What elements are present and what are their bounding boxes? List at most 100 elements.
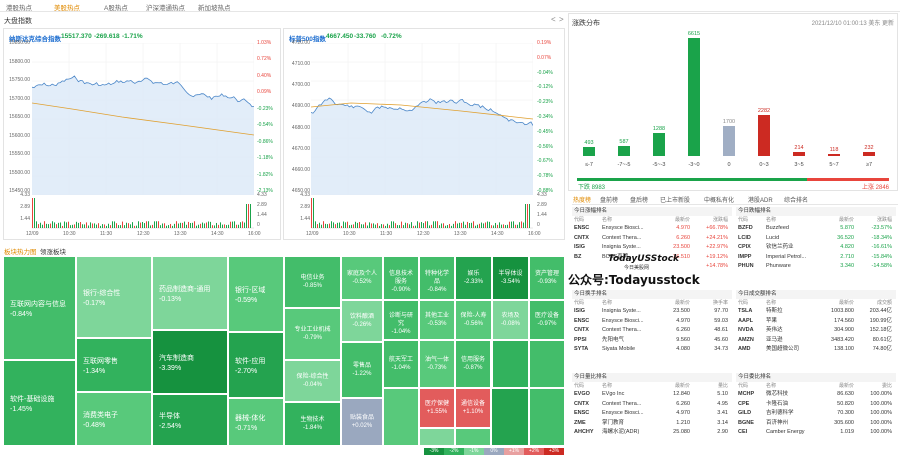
tab-hot[interactable]: 热度榜 — [573, 198, 592, 204]
sector-tile[interactable]: 半导体设 -3.54% — [492, 256, 529, 300]
table-cell: ISIG — [574, 308, 586, 314]
distribution-value: 6615 — [687, 31, 701, 37]
table-row[interactable]: ENSC Ensysce Biosci... 4.970 3.41 — [572, 409, 732, 419]
y-left-tick: 15500.00 — [9, 169, 30, 176]
sector-tile[interactable]: 家庭及个人 -0.52% — [341, 256, 383, 300]
table-row[interactable]: LCID Lucid 36.520 -18.34% — [736, 234, 896, 244]
table-row[interactable]: CNTX Context Thera... 6.260 48.61 — [572, 326, 732, 336]
sector-tile[interactable]: 特种化学品 -0.84% — [419, 256, 455, 300]
tab-afterhours[interactable]: 盘后榜 — [630, 198, 649, 204]
sector-tile[interactable]: 零售品 -1.22% — [341, 342, 383, 398]
sector-tile[interactable]: 娱乐 -2.33% — [455, 256, 492, 300]
table-row[interactable]: TSLA 特斯拉 1003.800 203.44亿 — [736, 307, 896, 317]
tab-hk-hot[interactable]: 港股热点 — [6, 5, 32, 12]
nav-next-icon[interactable]: > — [559, 15, 564, 24]
distribution-bar — [723, 125, 735, 156]
tab-privatization[interactable]: 中概私有化 — [704, 198, 735, 204]
table-cell: 59.03 — [714, 317, 728, 324]
tab-premarket[interactable]: 盘前榜 — [600, 198, 619, 204]
tab-ipo[interactable]: 已上市新股 — [660, 198, 691, 204]
sector-tile[interactable]: 互联网内容与信息 -0.84% — [3, 256, 76, 360]
sector-tile[interactable] — [529, 340, 565, 388]
sector-tile[interactable]: 汽车制造商 -3.39% — [152, 330, 228, 394]
sector-tile[interactable] — [419, 428, 455, 446]
y-left-tick: 15700.00 — [9, 95, 30, 102]
table-row[interactable]: CPE 卡隆石油 50.820 100.00% — [736, 400, 896, 410]
sector-tile[interactable]: 农场及 -0.08% — [492, 300, 529, 340]
table-row[interactable]: IMPP Imperial Petrol... 2.710 -15.84% — [736, 253, 896, 263]
sector-tile[interactable]: 贴装食品 +0.02% — [341, 398, 383, 446]
leading-sectors-tab[interactable]: 领涨板块 — [40, 249, 66, 256]
table-row[interactable]: SYTA Siyata Mobile 4.080 34.73 — [572, 345, 732, 355]
table-row[interactable]: PPSI 先阳电气 9.560 45.60 — [572, 336, 732, 346]
sector-tile[interactable]: 保险-综合性 -0.04% — [284, 360, 341, 402]
up-count: 上涨 2846 — [861, 185, 889, 191]
sp500-chart-panel[interactable]: 标普500指数 4667.450 -33.760 -0.72% 4720.00 4… — [283, 28, 565, 240]
nasdaq-chart-panel[interactable]: 纳斯达克综合指数 15517.370 -269.618 -1.71% 15850… — [3, 28, 281, 240]
sector-tile[interactable]: 生物技术 -1.84% — [284, 402, 341, 446]
table-row[interactable]: AMZN 亚马逊 3483.420 80.61亿 — [736, 336, 896, 346]
table-row[interactable]: ENSC Ensysce Biosci... 4.970 +66.78% — [572, 224, 732, 234]
sector-tile[interactable]: 互联网零售 -1.34% — [76, 338, 152, 392]
sector-tile[interactable]: 保险-人寿 -0.56% — [455, 300, 492, 340]
sector-tile[interactable]: 医疗设备 -0.97% — [529, 300, 565, 340]
sector-tile[interactable] — [529, 388, 565, 446]
sector-tile[interactable]: 专业工业机械 -0.79% — [284, 308, 341, 360]
sector-tile[interactable]: 软件-应用 -2.70% — [228, 332, 284, 398]
sector-tile[interactable]: 资产管理 -0.93% — [529, 256, 565, 300]
y-left-tick: 4700.00 — [291, 82, 310, 89]
tab-sg-hot[interactable]: 新加坡热点 — [198, 5, 231, 12]
table-row[interactable]: AMD 美国超微公司 138.100 74.80亿 — [736, 345, 896, 355]
sector-tile[interactable] — [383, 388, 419, 446]
x-tick: 12/09 — [26, 231, 39, 237]
table-row[interactable]: NVDA 英伟达 304.900 152.18亿 — [736, 326, 896, 336]
tab-a-share-hot[interactable]: A股热点 — [104, 5, 128, 12]
table-row[interactable]: PHUN Phunware 3.340 -14.58% — [736, 262, 896, 272]
y-left-tick: 15800.00 — [9, 58, 30, 65]
sector-tile[interactable]: 饮料酿酒 -0.26% — [341, 300, 383, 342]
table-row[interactable]: GILD 吉利德科学 70.300 100.00% — [736, 409, 896, 419]
nav-prev-icon[interactable]: < — [551, 15, 556, 24]
table-row[interactable]: ENSC Ensysce Biosci... 4.970 59.03 — [572, 317, 732, 327]
sector-tile[interactable]: 软件-基础设施 -1.45% — [3, 360, 76, 446]
sector-tile[interactable]: 信用服务 -0.87% — [455, 340, 491, 388]
table-row[interactable]: BZFD Buzzfeed 5.870 -23.57% — [736, 224, 896, 234]
sector-tile[interactable] — [492, 340, 529, 388]
sector-tile[interactable]: 银行-综合性 -0.17% — [76, 256, 152, 338]
table-row[interactable]: BZ BOSS直聘 36.510 +19.12% — [572, 253, 732, 263]
column-header: 涨跌幅 — [876, 217, 892, 223]
sector-tile[interactable]: 电信业务 -0.85% — [284, 256, 341, 308]
sector-tile[interactable]: 药品制造商-通用 -0.13% — [152, 256, 228, 330]
table-row[interactable]: ISIG Insignia Syste... 23.500 +22.97% — [572, 243, 732, 253]
table-row[interactable]: CNTX Context Thera... 6.260 4.95 — [572, 400, 732, 410]
sector-tile[interactable] — [455, 428, 491, 446]
tab-hk-adr[interactable]: 港股ADR — [748, 198, 773, 204]
table-row[interactable]: ISIG Insignia Syste... 23.500 97.70 — [572, 307, 732, 317]
table-row[interactable]: BGNE 百济神州 305.600 100.00% — [736, 419, 896, 429]
sector-tile[interactable] — [491, 388, 529, 446]
table-row[interactable]: CPIX 钦信兰药业 4.820 -16.61% — [736, 243, 896, 253]
sector-tile[interactable]: 信息技术服务 -0.90% — [383, 256, 419, 300]
sector-tile[interactable]: 银行-区域 -0.59% — [228, 256, 284, 332]
table-row[interactable]: MCHP 微芯科技 86.630 100.00% — [736, 390, 896, 400]
tab-us-hot[interactable]: 美股热点 — [54, 5, 80, 12]
sector-tile[interactable]: 器械-体化 -0.71% — [228, 398, 284, 446]
table-row[interactable]: CNTX Context Thera... 6.260 +24.21% — [572, 234, 732, 244]
table-row[interactable]: AAPL 苹果 174.560 190.99亿 — [736, 317, 896, 327]
sector-tile[interactable]: 其他工业 -0.53% — [419, 300, 455, 340]
sector-tile[interactable]: 医疗保健 +1.55% — [419, 388, 455, 428]
table-row[interactable]: ZME 掌门教育 1.210 3.14 — [572, 419, 732, 429]
tab-connect-hot[interactable]: 沪深港通热点 — [146, 5, 185, 12]
sector-tile[interactable]: 消费类电子 -0.48% — [76, 392, 152, 446]
table-row[interactable]: EVGO EVgo Inc 12.840 5.10 — [572, 390, 732, 400]
sector-tile[interactable]: 航天军工 -1.04% — [383, 340, 419, 388]
sector-tile[interactable]: 油气一体 -0.73% — [419, 340, 455, 388]
sector-tile[interactable]: 通信设备 +1.10% — [455, 388, 491, 428]
table-row[interactable]: +14.78% — [572, 262, 732, 272]
sector-tile[interactable]: 诊断与研究 -1.04% — [383, 300, 419, 340]
table-row[interactable]: CEI Camber Energy 1.019 100.00% — [736, 428, 896, 438]
table-row[interactable]: AHCHY 海螺水泥(ADR) 25.080 2.90 — [572, 428, 732, 438]
sector-tile[interactable]: 半导体 -2.54% — [152, 394, 228, 446]
tab-composite[interactable]: 综合排名 — [784, 198, 809, 204]
heatmap-tab[interactable]: 板块热力图 — [4, 249, 37, 256]
